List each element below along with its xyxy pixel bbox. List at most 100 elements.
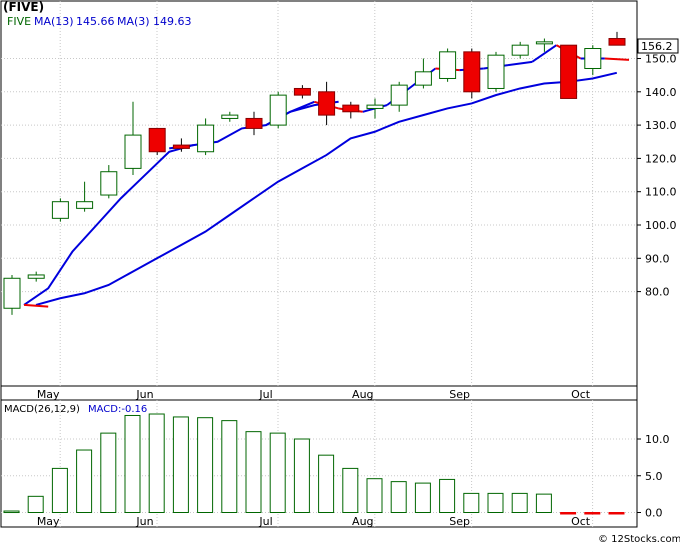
candle-up: [414, 71, 432, 86]
candle-down: [148, 127, 166, 153]
price-x-label: Sep: [449, 388, 470, 401]
macd-bar: [172, 416, 189, 514]
macd-x-label: May: [37, 515, 60, 528]
macd-value-label: MACD:-0.16: [88, 404, 147, 415]
macd-bar: [366, 478, 383, 514]
price-x-label: May: [37, 388, 60, 401]
candle-up: [124, 134, 142, 169]
macd-bar: [584, 512, 601, 515]
candle-up: [100, 171, 118, 196]
macd-x-label: Oct: [571, 515, 591, 528]
macd-y-ticks: 10.0 5.0 0.0: [637, 433, 670, 520]
price-tick-label: 110.0: [645, 186, 677, 199]
candle-up: [439, 51, 457, 79]
macd-tick-label: 5.0: [645, 470, 663, 483]
ma3-segment: [531, 44, 557, 63]
ma3-segment: [507, 60, 533, 67]
ma3-segment: [289, 100, 315, 113]
macd-bar: [463, 492, 480, 514]
last-price-label: 156.2: [641, 40, 673, 53]
ma3-segment: [604, 57, 630, 61]
candle-up: [487, 54, 505, 89]
price-tick-label: 140.0: [645, 86, 677, 99]
candle-down: [342, 104, 360, 113]
price-y-ticks: 150.0 140.0 130.0 120.0 110.0 100.0 90.0 80.0: [637, 53, 677, 299]
last-price-box: [637, 38, 679, 54]
macd-bar: [560, 512, 577, 515]
price-tick-label: 100.0: [645, 219, 677, 232]
price-x-label: Oct: [571, 388, 591, 401]
candle-down: [560, 44, 578, 99]
legend-ma3-value: 149.63: [153, 15, 192, 28]
price-x-labels: May Jun Jul Aug Sep Oct: [37, 388, 591, 401]
macd-bar: [245, 431, 262, 513]
candle-up: [535, 41, 553, 45]
candle-up: [269, 94, 287, 126]
macd-bar: [342, 467, 359, 513]
macd-bar: [390, 481, 407, 514]
candle-down: [608, 38, 626, 46]
macd-x-label: Aug: [352, 515, 373, 528]
macd-bar: [487, 492, 504, 514]
candle-down: [245, 117, 263, 129]
copyright-text: © 12Stocks.com: [598, 534, 680, 545]
candle-up: [3, 277, 21, 309]
candle-up: [51, 201, 69, 219]
macd-bar: [608, 512, 625, 515]
macd-bar: [27, 495, 44, 513]
price-tick-label: 130.0: [645, 119, 677, 132]
macd-bar: [148, 413, 165, 514]
price-x-axis-strip: [0, 385, 638, 401]
macd-bar: [293, 438, 310, 513]
macd-bar: [197, 417, 214, 513]
candle-up: [76, 201, 94, 209]
price-tick-label: 150.0: [645, 53, 677, 66]
macd-tick-label: 0.0: [645, 507, 663, 520]
macd-bars: [3, 413, 625, 515]
macd-bar: [51, 467, 68, 513]
macd-bar: [3, 510, 20, 514]
macd-tick-label: 10.0: [645, 433, 670, 446]
candle-up: [27, 274, 45, 279]
macd-bar: [414, 482, 431, 514]
macd-bar: [535, 493, 552, 513]
chart-title: (FIVE): [3, 0, 44, 14]
price-tick-label: 90.0: [645, 252, 670, 265]
price-tick-label: 120.0: [645, 152, 677, 165]
legend-ma3-label: MA(3): [117, 15, 150, 28]
legend-ma13-label: MA(13): [34, 15, 74, 28]
macd-bar: [76, 449, 93, 513]
candlesticks: [3, 31, 626, 315]
macd-bar: [318, 454, 335, 514]
price-x-label: Jun: [135, 388, 153, 401]
macd-bar: [100, 432, 117, 513]
candle-up: [197, 124, 215, 153]
macd-x-label: Jul: [258, 515, 272, 528]
macd-x-labels: May Jun Jul Aug Sep Oct: [37, 515, 591, 528]
macd-bar: [511, 492, 528, 514]
candle-down: [293, 87, 311, 96]
price-x-label: Jul: [258, 388, 272, 401]
ma3-segment: [23, 303, 49, 308]
legend-ma13-value: 145.66: [76, 15, 115, 28]
macd-title: MACD(26,12,9): [4, 404, 80, 415]
candle-down: [318, 91, 336, 116]
macd-bar: [439, 478, 456, 513]
candle-up: [390, 84, 408, 106]
price-tick-label: 80.0: [645, 286, 670, 299]
candle-down: [463, 51, 481, 93]
macd-bar: [221, 420, 238, 513]
candle-up: [366, 104, 384, 109]
candle-up: [221, 114, 239, 119]
macd-x-label: Sep: [449, 515, 470, 528]
macd-bar: [124, 414, 141, 514]
ma-long-line: [35, 71, 618, 306]
legend-ticker: FIVE: [7, 15, 31, 28]
price-x-label: Aug: [352, 388, 373, 401]
macd-bar: [269, 432, 286, 513]
macd-x-label: Jun: [135, 515, 153, 528]
candle-up: [584, 48, 602, 69]
candle-up: [511, 44, 529, 56]
candle-down: [172, 144, 190, 149]
